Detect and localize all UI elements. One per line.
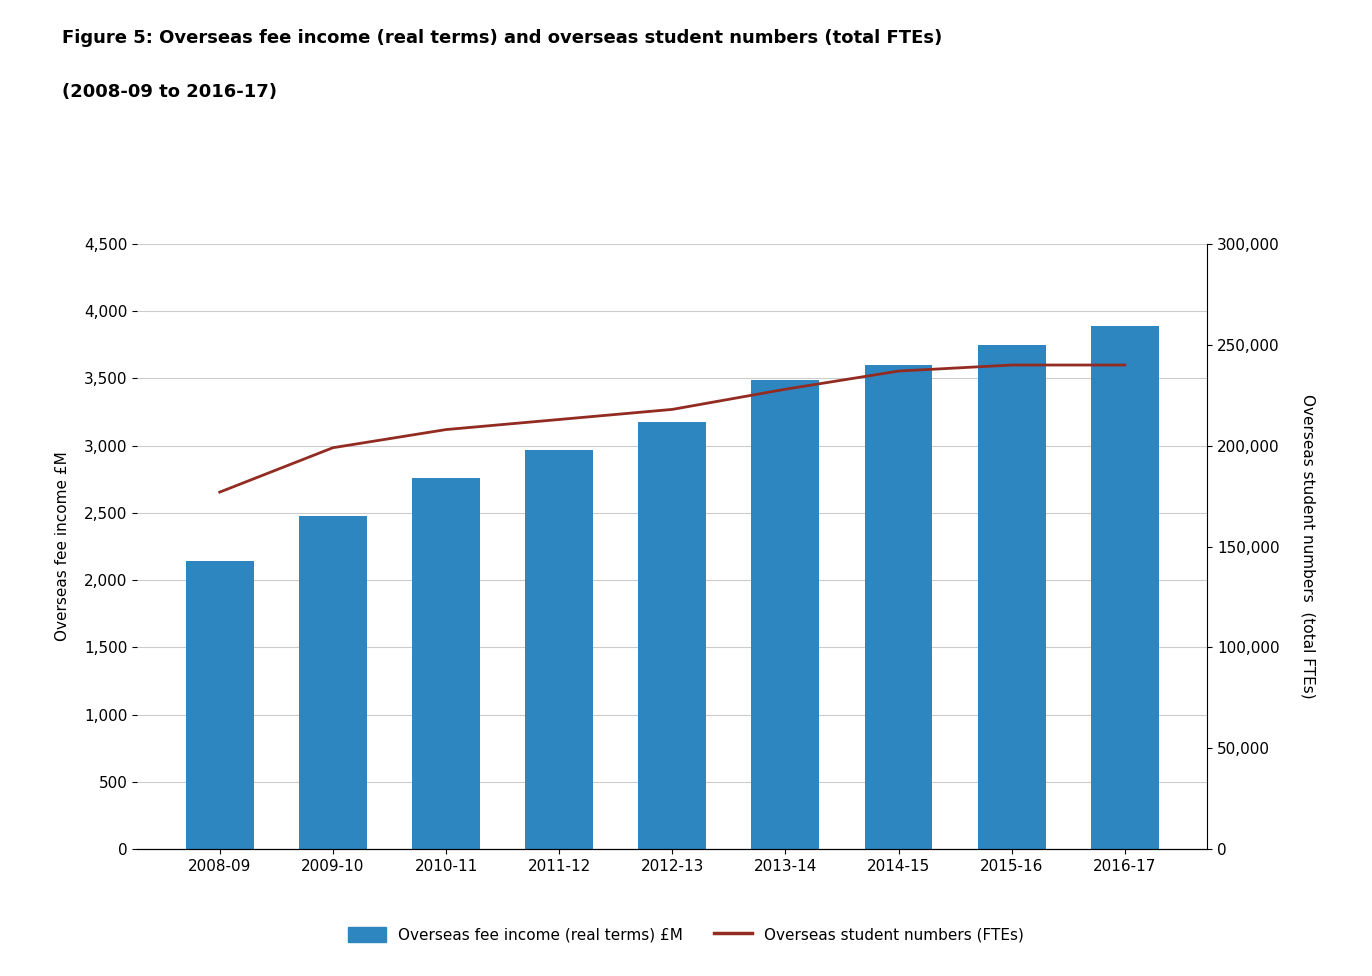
Bar <box>752 380 819 849</box>
Overseas student numbers (FTEs) <box>777 384 793 395</box>
Y-axis label: Overseas fee income £M: Overseas fee income £M <box>55 452 70 641</box>
Overseas student numbers (FTEs) <box>1117 359 1133 371</box>
Overseas student numbers (FTEs) <box>552 414 568 426</box>
Text: Figure 5: Overseas fee income (real terms) and overseas student numbers (total F: Figure 5: Overseas fee income (real term… <box>62 29 943 47</box>
Y-axis label: Overseas student numbers  (total FTEs): Overseas student numbers (total FTEs) <box>1301 394 1316 699</box>
Bar <box>864 365 933 849</box>
Overseas student numbers (FTEs) <box>1003 359 1019 371</box>
Bar <box>185 561 254 849</box>
Overseas student numbers (FTEs) <box>664 403 681 415</box>
Bar <box>525 450 593 849</box>
Bar <box>1091 326 1159 849</box>
Line: Overseas student numbers (FTEs): Overseas student numbers (FTEs) <box>220 365 1125 492</box>
Legend: Overseas fee income (real terms) £M, Overseas student numbers (FTEs): Overseas fee income (real terms) £M, Ove… <box>342 920 1030 949</box>
Overseas student numbers (FTEs) <box>890 365 907 377</box>
Text: (2008-09 to 2016-17): (2008-09 to 2016-17) <box>62 83 277 101</box>
Bar <box>638 423 707 849</box>
Overseas student numbers (FTEs) <box>438 424 454 435</box>
Overseas student numbers (FTEs) <box>211 486 228 498</box>
Bar <box>978 345 1045 849</box>
Bar <box>412 478 480 849</box>
Overseas student numbers (FTEs) <box>325 442 342 454</box>
Bar <box>299 516 366 849</box>
